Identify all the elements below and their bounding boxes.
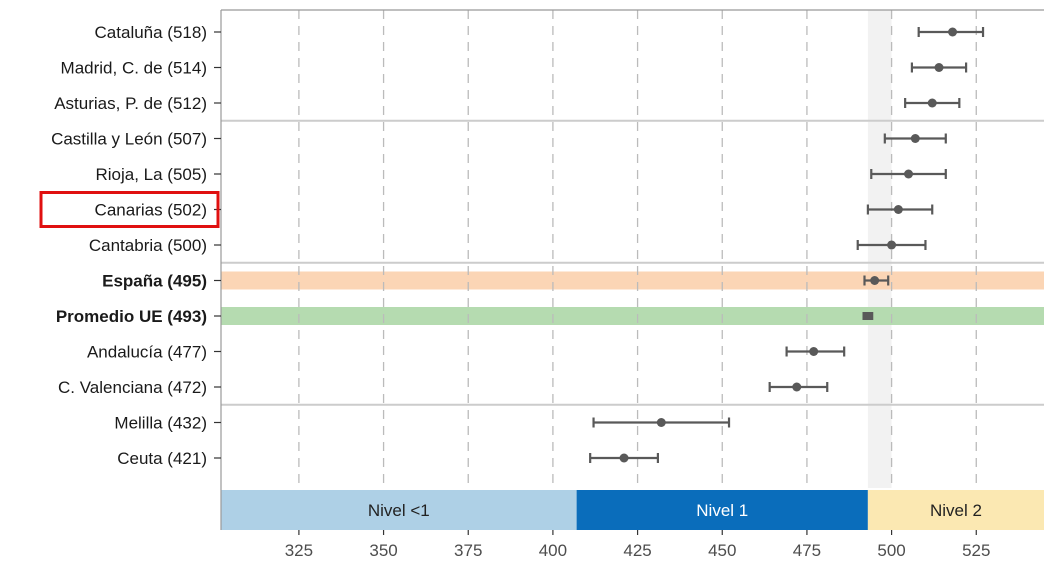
level-band-label: Nivel 1 xyxy=(696,501,748,520)
highlight-box xyxy=(39,191,220,228)
level-band xyxy=(576,490,868,530)
category-label: Canarias (502) xyxy=(95,201,207,220)
x-tick-label: 450 xyxy=(708,541,736,560)
x-tick-label: 350 xyxy=(369,541,397,560)
data-point xyxy=(910,134,920,143)
category-label: Melilla (432) xyxy=(114,414,207,433)
separator-layer xyxy=(221,119,1044,406)
x-tick-label: 400 xyxy=(539,541,567,560)
data-point xyxy=(934,63,944,72)
category-label: Rioja, La (505) xyxy=(95,165,207,184)
shaded-column-layer xyxy=(867,10,892,488)
data-point xyxy=(862,312,874,320)
category-label: Promedio UE (493) xyxy=(56,307,207,326)
x-tick-label: 375 xyxy=(454,541,482,560)
row-band xyxy=(221,271,1044,290)
level-bands-layer: Nivel <1 Nivel 1 Nivel 2 xyxy=(221,490,1044,530)
data-point xyxy=(887,240,897,250)
x-tick-label: 475 xyxy=(793,541,821,560)
data-point xyxy=(619,453,629,463)
category-label: Cataluña (518) xyxy=(95,23,207,42)
x-tick-label: 425 xyxy=(623,541,651,560)
x-tick-label: 525 xyxy=(962,541,990,560)
level-band-label: Nivel 2 xyxy=(930,501,982,520)
row-band xyxy=(221,307,1044,325)
category-label: España (495) xyxy=(102,272,207,291)
data-point xyxy=(893,205,903,214)
level-band-label: Nivel <1 xyxy=(368,501,430,520)
category-label: Ceuta (421) xyxy=(117,449,207,468)
level-band xyxy=(867,490,1044,530)
highlight-box-layer xyxy=(39,191,220,228)
data-point xyxy=(870,276,880,285)
tick-labels-layer: 325 350 375 400 425 450 475 500 525 xyxy=(285,530,990,560)
data-point xyxy=(792,382,802,392)
x-tick-label: 325 xyxy=(285,541,313,560)
data-point xyxy=(948,27,958,37)
plot-frame-layer xyxy=(220,9,1044,530)
marks-layer xyxy=(589,27,985,463)
category-label: Madrid, C. de (514) xyxy=(61,59,207,78)
category-label: Castilla y León (507) xyxy=(51,130,207,149)
shaded-column xyxy=(867,10,892,488)
category-label: Cantabria (500) xyxy=(89,236,207,255)
data-point xyxy=(656,418,666,427)
level-band xyxy=(221,490,577,530)
data-point xyxy=(809,347,819,356)
x-tick-label: 500 xyxy=(877,541,905,560)
category-label: Asturias, P. de (512) xyxy=(54,94,207,113)
highlight-rows-layer xyxy=(221,271,1044,325)
data-point xyxy=(904,169,914,179)
category-labels-layer: Cataluña (518) Madrid, C. de (514) Asturia… xyxy=(51,23,221,468)
data-point xyxy=(927,98,937,108)
category-label: C. Valenciana (472) xyxy=(58,378,207,397)
category-label: Andalucía (477) xyxy=(87,343,207,362)
